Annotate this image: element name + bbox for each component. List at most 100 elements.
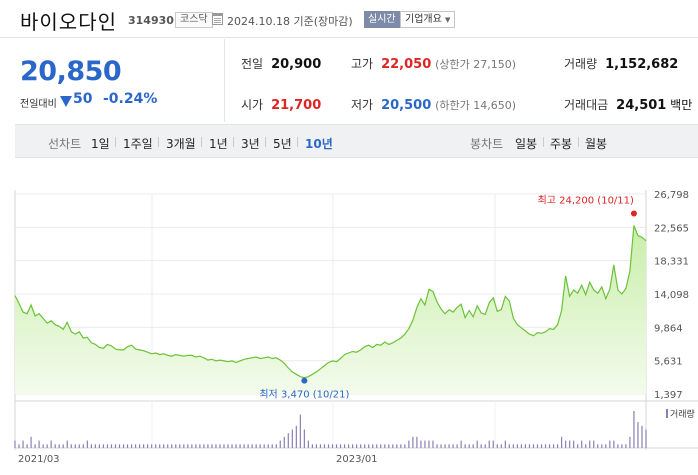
max-marker xyxy=(630,210,637,217)
price-area xyxy=(15,225,646,394)
volume-bar xyxy=(528,444,531,448)
volume-bar xyxy=(42,444,44,448)
tab-1year[interactable]: 1년 xyxy=(209,137,228,151)
volume-bar xyxy=(187,444,189,448)
min-marker xyxy=(301,377,308,384)
volume-bar xyxy=(114,444,117,448)
volume-bar xyxy=(98,444,101,448)
tab-1week[interactable]: 1주일 xyxy=(123,137,153,151)
volume-bar xyxy=(360,444,362,448)
volume-bar xyxy=(34,444,36,448)
volume-bar xyxy=(560,436,563,448)
volume-bar xyxy=(327,444,330,448)
volume-bar xyxy=(388,444,390,448)
volume-bar xyxy=(424,440,426,448)
candle-chart-label: 봉차트 xyxy=(470,137,504,151)
volume-bar xyxy=(589,440,591,448)
volume-bar xyxy=(593,440,595,448)
tab-3month[interactable]: 3개월 xyxy=(166,137,196,151)
chevron-down-icon: ▼ xyxy=(445,16,451,24)
volume-bar xyxy=(645,429,647,448)
volume-bar xyxy=(335,444,338,448)
volume-bar xyxy=(134,444,137,448)
date-text: 2024.10.18 기준(장마감) xyxy=(227,15,353,28)
tab-5year[interactable]: 5년 xyxy=(273,137,292,151)
y-tick-label: 18,331 xyxy=(654,257,689,268)
volume-bar xyxy=(259,444,261,448)
min-label: 최저 3,470 (10/21) xyxy=(259,389,349,401)
stat-low: 저가 20,500 (하한가 14,650) xyxy=(351,96,516,113)
y-tick-label: 9,864 xyxy=(654,323,683,334)
volume-legend-swatch xyxy=(666,409,668,418)
stats-panel: 전일 20,900 고가 22,050 (상한가 27,150) 거래량 1,152,… xyxy=(226,39,698,122)
volume-bar xyxy=(420,440,422,448)
volume-bar xyxy=(26,444,28,448)
volume-bar xyxy=(271,444,273,448)
volume-bar xyxy=(617,444,619,448)
company-info-label: 기업개요 xyxy=(405,14,442,25)
y-tick-label: 26,798 xyxy=(654,190,689,201)
volume-bar xyxy=(573,440,575,448)
volume-bar xyxy=(138,444,141,448)
volume-bar xyxy=(62,444,64,448)
volume-bar xyxy=(516,444,518,448)
company-info-button[interactable]: 기업개요 ▼ xyxy=(400,11,456,28)
y-axis-labels: 26,798 22,565 18,331 14,098 9,864 5,631 1,397 xyxy=(654,190,689,401)
stat-label: 거래량 xyxy=(564,57,598,71)
stat-label: 저가 xyxy=(351,98,374,112)
volume-bar xyxy=(315,444,318,448)
volume-bar xyxy=(159,444,161,448)
down-triangle-icon xyxy=(60,96,72,107)
tab-10year[interactable]: 10년 xyxy=(305,137,333,151)
tab-1day[interactable]: 1일 xyxy=(91,137,110,151)
tab-monthly-candle[interactable]: 월봉 xyxy=(585,137,608,151)
volume-bar xyxy=(496,444,498,448)
price-chart-svg: 26,79822,56518,33114,0989,8645,6311,397 … xyxy=(14,190,698,465)
volume-bar xyxy=(211,444,213,448)
volume-bar xyxy=(38,440,40,448)
volume-bar xyxy=(581,440,583,448)
tab-divider xyxy=(543,137,544,147)
volume-bar xyxy=(70,444,72,448)
volume-bar xyxy=(484,444,486,448)
tab-weekly-candle[interactable]: 주봉 xyxy=(550,137,573,151)
volume-bar xyxy=(364,444,366,448)
stat-sub: (하한가 14,650) xyxy=(435,99,517,112)
tab-3year[interactable]: 3년 xyxy=(241,137,260,151)
volume-bar xyxy=(191,444,193,448)
volume-bar xyxy=(319,444,322,448)
x-tick-label: 2021/03 xyxy=(18,454,60,465)
volume-bar xyxy=(102,444,105,448)
volume-bar xyxy=(472,444,474,448)
stat-label: 고가 xyxy=(351,57,374,71)
volume-bar xyxy=(267,444,269,448)
volume-bar xyxy=(199,444,201,448)
stat-amount: 거래대금 24,501 백만 xyxy=(564,96,692,113)
volume-bar xyxy=(175,444,177,448)
price-chart: 26,798 22,565 18,331 14,098 9,864 5,631 1,397 … xyxy=(0,158,698,475)
volume-bar xyxy=(231,444,233,448)
volume-bar xyxy=(569,440,571,448)
volume-bar xyxy=(416,436,418,448)
volume-bar xyxy=(440,444,442,448)
volume-bar xyxy=(520,444,523,448)
volume-bar xyxy=(432,440,434,448)
volume-bar xyxy=(339,444,342,448)
volume-bar xyxy=(428,440,430,448)
volume-bar xyxy=(347,444,350,448)
stock-code: 314930 xyxy=(128,14,174,27)
volume-bar xyxy=(331,444,334,448)
volume-bar xyxy=(524,444,527,448)
max-label: 최고 24,200 (10/11) xyxy=(538,194,634,206)
realtime-button[interactable]: 실시간 xyxy=(364,11,400,28)
volume-bar xyxy=(287,433,289,448)
volume-bar xyxy=(500,444,502,448)
volume-bar xyxy=(163,444,165,448)
volume-bar xyxy=(22,440,24,448)
volume-bar xyxy=(311,444,314,448)
tab-daily-candle[interactable]: 일봉 xyxy=(515,137,538,151)
volume-bar xyxy=(263,444,265,448)
volume-bar xyxy=(183,444,185,448)
volume-bar xyxy=(118,444,121,448)
volume-bar xyxy=(223,444,225,448)
